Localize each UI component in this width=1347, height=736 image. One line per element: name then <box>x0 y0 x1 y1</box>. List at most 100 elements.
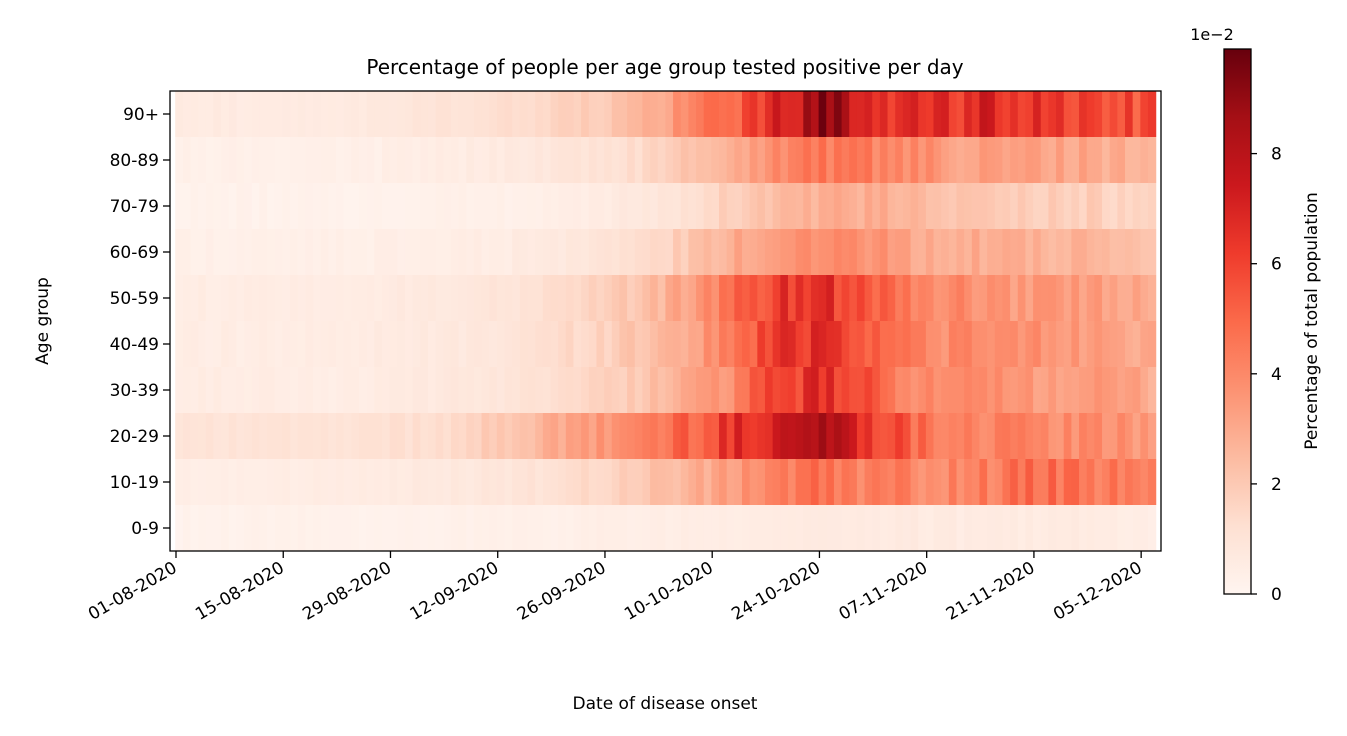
heatmap-cell <box>274 183 284 229</box>
heatmap-cell <box>267 505 276 551</box>
heatmap-cell <box>1079 321 1088 367</box>
heatmap-cell <box>1056 459 1065 505</box>
colorbar-tick-label: 8 <box>1271 145 1282 165</box>
heatmap-cell <box>305 321 314 367</box>
heatmap-cell <box>450 137 460 183</box>
heatmap-cell <box>420 137 429 183</box>
heatmap-cell <box>573 91 582 137</box>
heatmap-cell <box>466 459 475 505</box>
heatmap-cell <box>895 367 904 413</box>
heatmap-cell <box>1017 459 1027 505</box>
heatmap-cell <box>726 505 735 551</box>
heatmap-cell <box>634 137 644 183</box>
heatmap-cell <box>1063 275 1072 321</box>
heatmap-cell <box>925 459 935 505</box>
heatmap-cell <box>688 505 697 551</box>
heatmap-cell <box>994 413 1004 459</box>
heatmap-cell <box>512 137 521 183</box>
heatmap-cell <box>1040 321 1050 367</box>
heatmap-cell <box>810 459 820 505</box>
heatmap-cell <box>757 459 766 505</box>
heatmap-cell <box>535 505 544 551</box>
heatmap-cell <box>964 321 973 367</box>
heatmap-cell <box>933 505 942 551</box>
heatmap-cell <box>343 413 352 459</box>
heatmap-cell <box>948 367 958 413</box>
heatmap-cell <box>887 459 896 505</box>
heatmap-cell <box>925 367 935 413</box>
heatmap-cell <box>872 413 881 459</box>
heatmap-cell <box>1117 137 1126 183</box>
heatmap-cell <box>956 321 965 367</box>
heatmap-cell <box>1147 229 1157 275</box>
heatmap-cell <box>872 137 881 183</box>
heatmap-cell <box>948 459 958 505</box>
heatmap-cell <box>1140 459 1149 505</box>
heatmap-cell <box>856 413 866 459</box>
heatmap-cell <box>757 229 766 275</box>
heatmap-cell <box>596 321 605 367</box>
heatmap-cell <box>1002 91 1011 137</box>
heatmap-cell <box>987 321 996 367</box>
heatmap-cell <box>504 183 513 229</box>
heatmap-cell <box>711 137 720 183</box>
heatmap-cell <box>297 183 306 229</box>
heatmap-cell <box>1132 367 1141 413</box>
heatmap-cell <box>320 321 329 367</box>
heatmap-cell <box>496 459 506 505</box>
heatmap-cell <box>381 275 391 321</box>
heatmap-cell <box>305 91 314 137</box>
heatmap-cell <box>305 137 314 183</box>
heatmap-cell <box>910 367 919 413</box>
heatmap-cell <box>918 413 927 459</box>
heatmap-cell <box>764 275 774 321</box>
heatmap-cell <box>236 91 245 137</box>
heatmap-cell <box>642 275 651 321</box>
heatmap-cell <box>673 367 682 413</box>
heatmap-cell <box>734 275 743 321</box>
heatmap-cell <box>573 367 582 413</box>
heatmap-cell <box>680 367 689 413</box>
heatmap-cell <box>910 413 919 459</box>
heatmap-cell <box>1002 413 1011 459</box>
heatmap-cell <box>895 137 904 183</box>
heatmap-cell <box>665 505 674 551</box>
heatmap-cell <box>412 459 421 505</box>
heatmap-cell <box>535 367 544 413</box>
chart-title: Percentage of people per age group teste… <box>366 55 963 79</box>
heatmap-cell <box>282 91 291 137</box>
heatmap-cell <box>573 229 582 275</box>
heatmap-cell <box>1125 367 1134 413</box>
heatmap-cell <box>297 275 306 321</box>
heatmap-cell <box>665 229 674 275</box>
heatmap-cell <box>366 91 375 137</box>
heatmap-cell <box>933 321 942 367</box>
heatmap-cell <box>1017 183 1027 229</box>
heatmap-cell <box>879 505 889 551</box>
heatmap-cell <box>466 137 475 183</box>
heatmap-cell <box>374 413 383 459</box>
heatmap-cell <box>810 367 820 413</box>
heatmap-cell <box>397 137 406 183</box>
heatmap-cell <box>650 459 659 505</box>
heatmap-cell <box>267 229 276 275</box>
heatmap-cell <box>1125 91 1134 137</box>
heatmap-cell <box>749 229 758 275</box>
heatmap-cell <box>596 459 605 505</box>
heatmap-cell <box>787 505 797 551</box>
heatmap-cell <box>205 459 215 505</box>
heatmap-cell <box>749 321 758 367</box>
heatmap-cell <box>228 321 238 367</box>
heatmap-cell <box>427 321 437 367</box>
heatmap-cell <box>742 367 751 413</box>
heatmap-cell <box>719 413 728 459</box>
heatmap-cell <box>205 137 215 183</box>
heatmap-cell <box>1010 91 1019 137</box>
heatmap-cell <box>918 275 927 321</box>
heatmap-cell <box>359 459 368 505</box>
heatmap-cell <box>588 459 598 505</box>
heatmap-cell <box>642 137 651 183</box>
heatmap-cell <box>259 229 268 275</box>
heatmap-cell <box>282 505 291 551</box>
heatmap-cell <box>443 91 452 137</box>
